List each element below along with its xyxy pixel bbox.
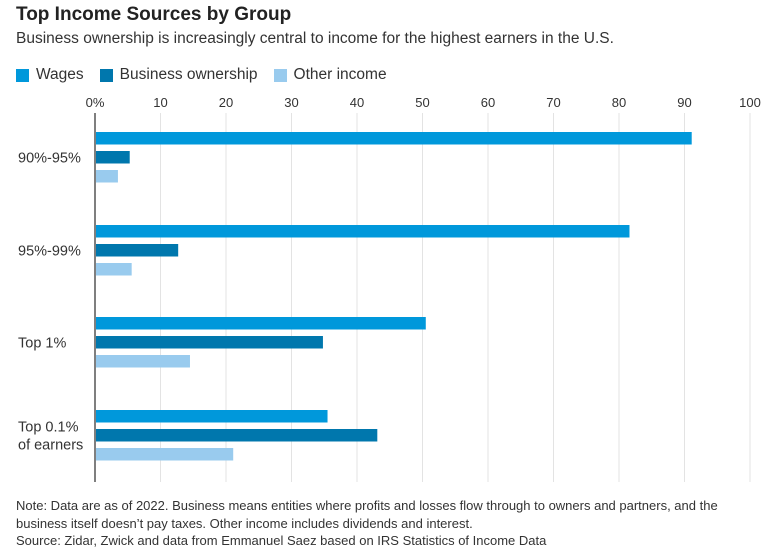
x-tick-label: 0% (86, 95, 105, 110)
legend-swatch (16, 68, 29, 82)
legend-item-other: Other income (273, 66, 387, 84)
legend-swatch (273, 68, 287, 82)
footnote: Note: Data are as of 2022. Business mean… (16, 497, 766, 550)
category-label: 95%-99% (18, 243, 81, 259)
x-tick-label: 80 (612, 95, 626, 110)
bar-other-income (96, 263, 132, 276)
category-label: 90%-95% (18, 150, 81, 166)
bar-wages (96, 410, 328, 423)
chart-subtitle: Business ownership is increasingly centr… (16, 30, 614, 47)
bar-wages (96, 225, 630, 238)
category-label: Top 0.1% (18, 419, 79, 435)
x-tick-label: 20 (219, 95, 233, 110)
note-text: Note: Data are as of 2022. Business mean… (16, 498, 718, 531)
legend-label: Other income (293, 66, 387, 83)
bar-wages (96, 132, 692, 145)
bar-business-ownership (96, 244, 179, 257)
category-label: Top 1% (18, 335, 66, 351)
legend: Wages Business ownership Other income (16, 66, 387, 84)
x-tick-label: 100 (739, 95, 761, 110)
bar-other-income (96, 170, 118, 183)
x-tick-label: 60 (481, 95, 495, 110)
bar-business-ownership (96, 336, 323, 349)
bar-wages (96, 317, 426, 330)
category-label: of earners (18, 437, 83, 453)
legend-label: Business ownership (119, 66, 258, 83)
bar-other-income (96, 355, 190, 368)
legend-swatch (99, 68, 113, 82)
legend-item-wages: Wages (16, 66, 84, 84)
chart-title: Top Income Sources by Group (16, 4, 292, 25)
x-tick-label: 70 (546, 95, 560, 110)
legend-label: Wages (36, 66, 84, 83)
source-text: Source: Zidar, Zwick and data from Emman… (16, 533, 547, 548)
legend-item-business: Business ownership (99, 66, 258, 84)
x-tick-label: 30 (284, 95, 298, 110)
x-tick-label: 40 (350, 95, 364, 110)
x-tick-label: 10 (153, 95, 167, 110)
x-tick-label: 50 (415, 95, 429, 110)
bar-other-income (96, 448, 234, 461)
x-tick-label: 90 (677, 95, 691, 110)
bar-business-ownership (96, 151, 130, 164)
bar-business-ownership (96, 429, 378, 442)
